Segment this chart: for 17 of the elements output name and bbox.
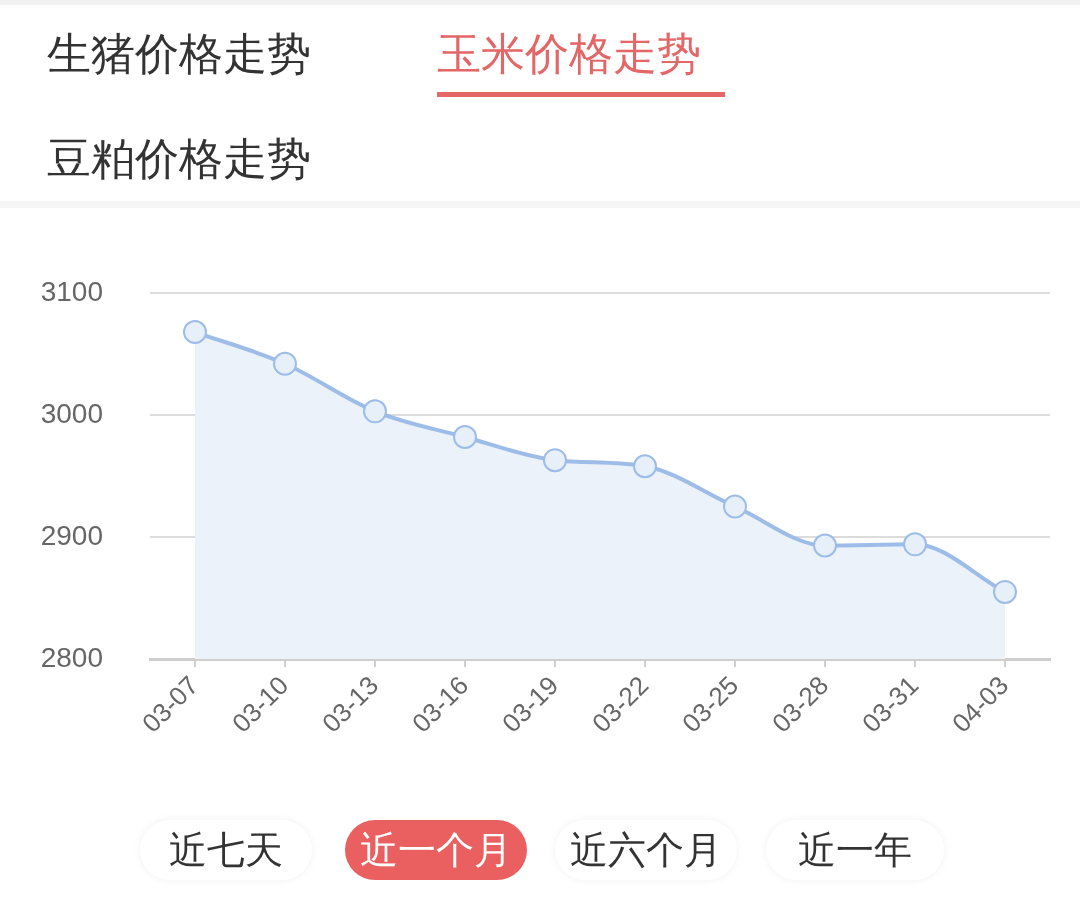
y-tick-label: 2800	[40, 641, 103, 673]
text: 生猪价格走势	[47, 27, 311, 81]
point	[723, 494, 747, 519]
point	[543, 448, 567, 473]
y-tick-label: 3000	[40, 397, 103, 429]
point	[813, 533, 837, 558]
y-tick-label: 3100	[40, 275, 103, 307]
point	[363, 399, 387, 424]
point	[453, 424, 477, 449]
y-tick-label: 2900	[40, 519, 103, 551]
point	[183, 320, 207, 345]
point	[273, 351, 297, 376]
point	[633, 454, 657, 479]
point	[903, 532, 927, 557]
chart-title: 玉米价格走势	[437, 27, 701, 81]
text: 豆粕价格走势	[47, 132, 311, 186]
point	[993, 579, 1017, 604]
